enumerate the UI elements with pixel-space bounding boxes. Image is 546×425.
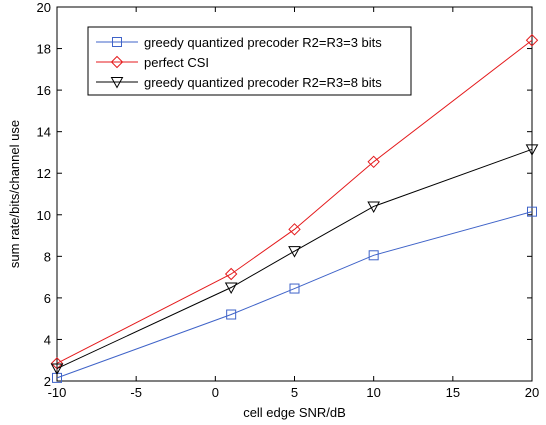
axis-ticks: -10 -5 0 5 10 15 20 2 4 6 8 10 12 14 16 18 20 xyxy=(37,0,540,400)
x-tick-label: 0 xyxy=(212,385,219,400)
data-point xyxy=(525,34,539,47)
series-2 xyxy=(50,34,539,370)
series-3 xyxy=(50,144,539,376)
data-point xyxy=(50,357,64,370)
y-tick-label: 8 xyxy=(44,249,51,264)
series-line xyxy=(56,148,533,369)
legend: greedy quantized precoder R2=R3=3 bits pe… xyxy=(87,26,412,96)
legend-marker xyxy=(110,55,124,69)
data-point xyxy=(224,267,238,281)
y-axis-label: sum rate/bits/channel use xyxy=(7,120,22,268)
series-line xyxy=(56,211,533,379)
y-tick-label: 14 xyxy=(37,125,51,140)
x-tick-label: 15 xyxy=(446,385,460,400)
y-tick-label: 6 xyxy=(44,291,51,306)
y-tick-label: 10 xyxy=(37,208,51,223)
legend-marker xyxy=(112,37,122,47)
y-tick-label: 4 xyxy=(44,332,51,347)
legend-item: greedy quantized precoder R2=R3=3 bits xyxy=(96,35,382,50)
legend-item: perfect CSI xyxy=(96,55,209,70)
data-point xyxy=(288,223,301,236)
legend-label: greedy quantized precoder R2=R3=3 bits xyxy=(144,35,382,50)
legend-box xyxy=(87,26,412,96)
x-axis-label: cell edge SNR/dB xyxy=(243,405,346,420)
data-point xyxy=(525,144,539,156)
data-point xyxy=(224,282,238,295)
series-layer xyxy=(50,34,539,383)
x-tick-label: 10 xyxy=(366,385,380,400)
legend-item: greedy quantized precoder R2=R3=8 bits xyxy=(96,75,382,90)
x-tick-label: -5 xyxy=(130,385,142,400)
series-line xyxy=(56,39,533,364)
x-tick-label: -10 xyxy=(48,385,67,400)
y-tick-label: 2 xyxy=(44,374,51,389)
data-point xyxy=(288,246,301,258)
data-point xyxy=(50,363,64,376)
data-point xyxy=(289,283,300,294)
data-point xyxy=(368,250,379,261)
legend-marker xyxy=(110,77,124,89)
y-tick-label: 20 xyxy=(37,0,51,15)
y-tick-label: 12 xyxy=(37,166,51,181)
series-1 xyxy=(52,206,537,383)
y-tick-label: 18 xyxy=(37,42,51,57)
legend-label: greedy quantized precoder R2=R3=8 bits xyxy=(144,75,382,90)
data-point xyxy=(527,206,537,217)
x-tick-label: 5 xyxy=(291,385,298,400)
x-tick-label: 20 xyxy=(525,385,539,400)
data-point xyxy=(367,201,381,214)
y-tick-label: 16 xyxy=(37,83,51,98)
data-point xyxy=(367,155,380,169)
legend-label: perfect CSI xyxy=(144,55,209,70)
data-point xyxy=(226,309,237,320)
